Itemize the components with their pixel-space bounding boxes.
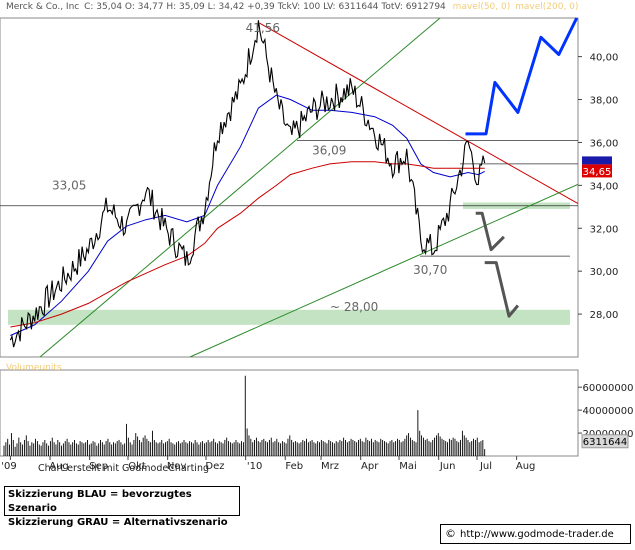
x-tick-label: '10	[247, 461, 262, 472]
y-tick-label: 32,00	[590, 224, 619, 235]
chart-header: Merck & Co., Inc C: 35,04 O: 34,77 H: 35…	[6, 2, 578, 12]
trendlines	[39, 18, 578, 357]
y-tick-label: 40,00	[590, 53, 619, 64]
x-tick-label: Sep	[89, 461, 108, 472]
x-tick-label: Aug	[49, 461, 69, 472]
current-price-box	[582, 164, 612, 178]
ma50-marker	[582, 156, 612, 165]
last-volume-label: 6311644	[583, 437, 628, 448]
time-x-axis: '09 Aug Sep Okt Nov Dez '10 Feb Mrz Apr Mai Jun Jul A…	[1, 456, 535, 472]
last-volume-box	[581, 434, 629, 449]
url-text[interactable]: http://www.godmode-trader.de	[460, 529, 614, 540]
scenario-legend: Skizzierung BLAU = bevorzugtes Szenario …	[4, 486, 240, 528]
scenario-sketches	[465, 17, 579, 318]
y-tick-label: 36,00	[590, 138, 619, 149]
grey-scenario-path	[475, 211, 505, 252]
price-line	[9, 20, 486, 348]
legend-blue-text: Skizzierung BLAU = bevorzugtes Szenario	[8, 489, 192, 514]
price-annotations: 41,56 36,09 33,05 30,70 ~ 28,00	[52, 21, 447, 314]
price-annotation: 30,70	[413, 263, 447, 277]
ohlc-stats: C: 35,04 O: 34,77 H: 35,09 L: 34,42 +0,3…	[84, 2, 446, 12]
x-tick-label: Okt	[128, 461, 146, 472]
price-series	[9, 20, 486, 348]
ma200-line	[10, 161, 485, 328]
volume-panel-frame	[0, 369, 579, 457]
price-annotation: 33,05	[52, 179, 86, 193]
moving-averages	[10, 94, 485, 336]
volume-y-axis: 2000000040000000600000006311644	[578, 383, 634, 449]
current-price-marker: 34,65	[582, 156, 612, 178]
ma50-legend: mavel(50, 0)	[452, 2, 511, 12]
price-annotation: 41,56	[246, 21, 280, 35]
blue-scenario-path	[465, 17, 579, 136]
y-tick-label: 34,00	[590, 181, 619, 192]
x-tick-label: Mai	[399, 461, 417, 472]
x-tick-label: Aug	[516, 461, 536, 472]
source-url[interactable]: © http://www.godmode-trader.de	[440, 524, 631, 544]
x-tick-label: Jun	[439, 461, 456, 472]
x-tick-label: Feb	[285, 461, 303, 472]
ma200-legend: mavel(200, 0)	[515, 2, 579, 12]
grey-scenario-path	[484, 261, 520, 318]
copyright-icon: ©	[445, 527, 456, 540]
price-annotation: ~ 28,00	[330, 300, 378, 314]
y-tick-label: 38,00	[590, 96, 619, 107]
volume-tick-label: 60000000	[583, 383, 634, 394]
x-tick-label: '09	[1, 461, 16, 472]
chart-title: Merck & Co., Inc	[6, 2, 80, 12]
volume-bars	[3, 375, 486, 456]
steep-uptrend-line	[39, 18, 441, 357]
long-uptrend-line	[189, 183, 578, 357]
x-tick-label: Mrz	[321, 461, 339, 472]
price-annotation: 36,09	[312, 144, 346, 158]
price-y-axis: 28,00 30,00 32,00 34,00 36,00 38,00 40,00	[578, 53, 618, 321]
price-panel-frame	[0, 17, 579, 358]
x-tick-label: Jul	[479, 461, 492, 472]
legend-grey-text: Skizzierung GRAU = Alternativszenario	[8, 517, 228, 528]
volume-panel-title: Volumeunits	[6, 363, 62, 373]
y-tick-label: 28,00	[590, 310, 619, 321]
x-tick-label: Dez	[205, 461, 224, 472]
support-zone	[8, 309, 570, 325]
y-tick-label: 30,00	[590, 267, 619, 278]
horizontal-levels	[0, 140, 578, 257]
x-tick-label: Nov	[167, 461, 187, 472]
ma50-line	[10, 94, 485, 336]
current-price-label: 34,65	[583, 167, 612, 178]
volume-tick-label: 40000000	[583, 406, 634, 417]
x-tick-label: Apr	[361, 461, 379, 472]
downtrend-line	[259, 22, 578, 205]
chart-credit: Chart erstellt mit GodmodeCharting	[38, 463, 209, 474]
